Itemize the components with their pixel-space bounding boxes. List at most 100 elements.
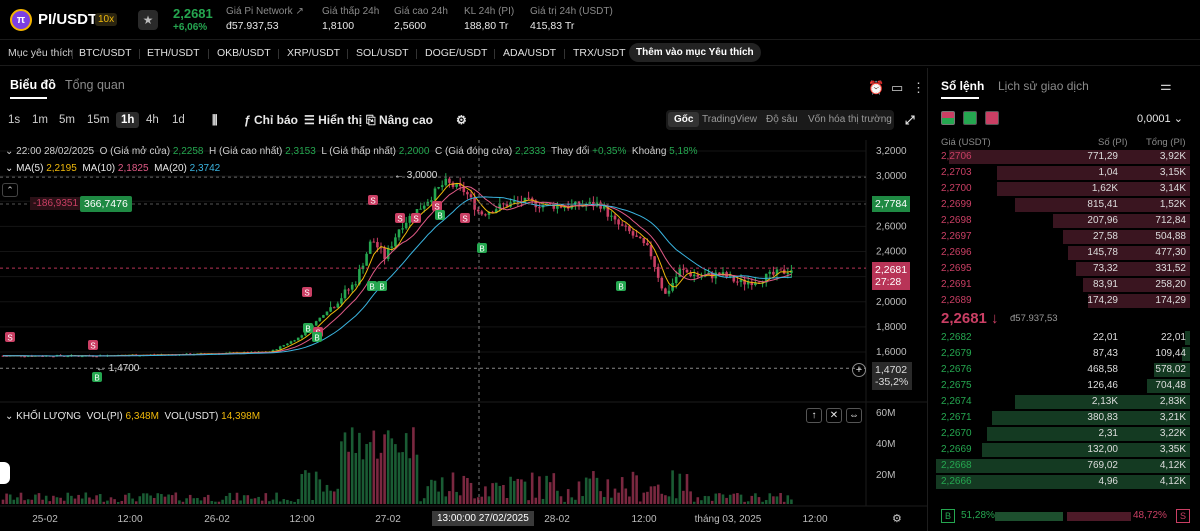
favorites-bar (0, 41, 1200, 66)
advanced-button[interactable]: ⎘ Nâng cao (366, 113, 433, 127)
fav-item-ada[interactable]: ADA/USDT (503, 47, 557, 59)
ask-row[interactable]: 2,2700 1,62K 3,14K (936, 181, 1190, 197)
expand-up-icon[interactable]: ⌃ (2, 183, 18, 197)
fav-item-eth[interactable]: ETH/USDT (147, 47, 200, 59)
tab-overview[interactable]: Tổng quan (65, 78, 125, 92)
view-bids-icon[interactable] (963, 111, 977, 125)
buy-marker (377, 281, 387, 291)
bid-row[interactable]: 2,2676 468,58 578,02 (936, 362, 1190, 378)
volume-bar (530, 472, 534, 504)
tab-orderbook[interactable]: Sổ lệnh (941, 79, 985, 93)
ask-row[interactable]: 2,2699 815,41 1,52K (936, 197, 1190, 213)
add-line-icon[interactable]: + (852, 363, 866, 377)
bid-row[interactable]: 2,2671 380,83 3,21K (936, 410, 1190, 426)
view-asks-icon[interactable] (985, 111, 999, 125)
volume-bar (574, 499, 577, 504)
row-price: 2,2675 (941, 380, 972, 391)
volume-bar (642, 492, 646, 504)
window-icon[interactable]: ▭ (891, 80, 904, 95)
bid-row[interactable]: 2,2682 22,01 22,01 (936, 330, 1190, 346)
volume-bar (106, 500, 109, 504)
settings-gear-icon[interactable]: ⚙ (456, 113, 467, 127)
tick-size-select[interactable]: 0,0001 ⌄ (1137, 113, 1183, 125)
ask-row[interactable]: 2,2706 771,29 3,92K (936, 149, 1190, 165)
collapse-icon[interactable]: ⌄ (5, 411, 14, 422)
stat-pi-price[interactable]: Giá Pi Network ↗ đ57.937,53 (226, 6, 304, 32)
volume-bar (725, 497, 728, 504)
price-tick: 3,0000 (876, 171, 907, 182)
view-both-icon[interactable] (941, 111, 955, 125)
fav-item-btc[interactable]: BTC/USDT (79, 47, 132, 59)
bid-row[interactable]: 2,2669 132,00 3,35K (936, 442, 1190, 458)
mode-tradingview[interactable]: TradingView (702, 114, 758, 125)
candle-body (354, 284, 358, 286)
collapse-icon[interactable]: ⌄ (5, 146, 14, 157)
price-chart[interactable]: 3,20003,00002,80002,60002,40002,20002,00… (0, 140, 927, 531)
timeframe-4h[interactable]: 4h (146, 114, 159, 126)
bid-row[interactable]: 2,2668 769,02 4,12K (936, 458, 1190, 474)
volume-bar (37, 493, 41, 504)
alert-icon[interactable]: ⏰ (868, 80, 885, 95)
mode-original[interactable]: Gốc (668, 112, 700, 127)
volume-bar (595, 477, 599, 504)
more-icon[interactable]: ⋮ (912, 80, 925, 95)
candle-body (361, 265, 365, 270)
mode-depth[interactable]: Độ sâu (766, 114, 798, 125)
maximize-pane-icon[interactable]: ⇔ (846, 408, 862, 423)
bid-row[interactable]: 2,2674 2,13K 2,83K (936, 394, 1190, 410)
add-favorite-button[interactable]: Thêm vào mục Yêu thích (629, 43, 761, 62)
candle-body (289, 341, 293, 344)
ask-row[interactable]: 2,2689 174,29 174,29 (936, 293, 1190, 309)
fullscreen-icon[interactable]: ⤢ (905, 113, 915, 127)
collapse-icon[interactable]: ⌄ (5, 163, 14, 174)
bid-row[interactable]: 2,2666 4,96 4,12K (936, 474, 1190, 490)
volume-bar (448, 491, 451, 504)
scroll-handle[interactable] (0, 462, 10, 484)
favorite-star-icon[interactable]: ★ (138, 10, 158, 30)
candle-body (386, 247, 390, 259)
ask-row[interactable]: 2,2691 83,91 258,20 (936, 277, 1190, 293)
timeframe-1h[interactable]: 1h (116, 112, 140, 128)
volume-bar (23, 500, 26, 504)
fav-item-doge[interactable]: DOGE/USDT (425, 47, 488, 59)
timeframe-1s[interactable]: 1s (8, 114, 21, 126)
candle-body (451, 182, 455, 187)
fav-item-xrp[interactable]: XRP/USDT (287, 47, 341, 59)
timeframe-5m[interactable]: 5m (59, 114, 75, 126)
fav-item-trx[interactable]: TRX/USDT (573, 47, 626, 59)
orderbook-settings-icon[interactable]: ⚌ (1160, 78, 1172, 93)
display-button[interactable]: ☰ Hiển thị (304, 113, 363, 127)
timeframe-1d[interactable]: 1d (172, 114, 185, 126)
timeframe-15m[interactable]: 15m (87, 114, 110, 126)
indicators-button[interactable]: ƒ Chỉ báo (244, 113, 299, 127)
ask-row[interactable]: 2,2695 73,32 331,52 (936, 261, 1190, 277)
volume-bar (458, 495, 462, 504)
fav-item-sol[interactable]: SOL/USDT (356, 47, 409, 59)
volume-tick: 20M (876, 470, 895, 481)
fav-divider (208, 49, 209, 59)
ask-row[interactable]: 2,2696 145,78 477,30 (936, 245, 1190, 261)
ask-row[interactable]: 2,2697 27,58 504,88 (936, 229, 1190, 245)
col-price-header: Giá (USDT) (941, 137, 991, 148)
volume-bar (120, 500, 124, 504)
ask-row[interactable]: 2,2698 207,96 712,84 (936, 213, 1190, 229)
mode-market-cap[interactable]: Vốn hóa thị trường (808, 114, 892, 125)
ask-row[interactable]: 2,2703 1,04 3,15K (936, 165, 1190, 181)
fav-item-okb[interactable]: OKB/USDT (217, 47, 271, 59)
move-up-icon[interactable]: ↑ (806, 408, 822, 423)
candle-type-icon[interactable]: ⫼ (212, 113, 218, 127)
bid-row[interactable]: 2,2679 87,43 109,44 (936, 346, 1190, 362)
close-pane-icon[interactable]: ✕ (826, 408, 842, 423)
chart-settings-icon[interactable]: ⚙ (892, 513, 902, 525)
timeframe-1m[interactable]: 1m (32, 114, 48, 126)
bid-row[interactable]: 2,2675 126,46 704,48 (936, 378, 1190, 394)
tab-trade-history[interactable]: Lịch sử giao dịch (998, 79, 1089, 93)
pair-title[interactable]: PI/USDT (38, 11, 98, 28)
candle-body (415, 208, 419, 217)
volume-bar (124, 494, 127, 504)
tab-chart[interactable]: Biểu đồ (10, 78, 56, 92)
candle-body (667, 290, 671, 294)
candle-body (552, 203, 556, 209)
candle-body (52, 356, 55, 358)
bid-row[interactable]: 2,2670 2,31 3,22K (936, 426, 1190, 442)
